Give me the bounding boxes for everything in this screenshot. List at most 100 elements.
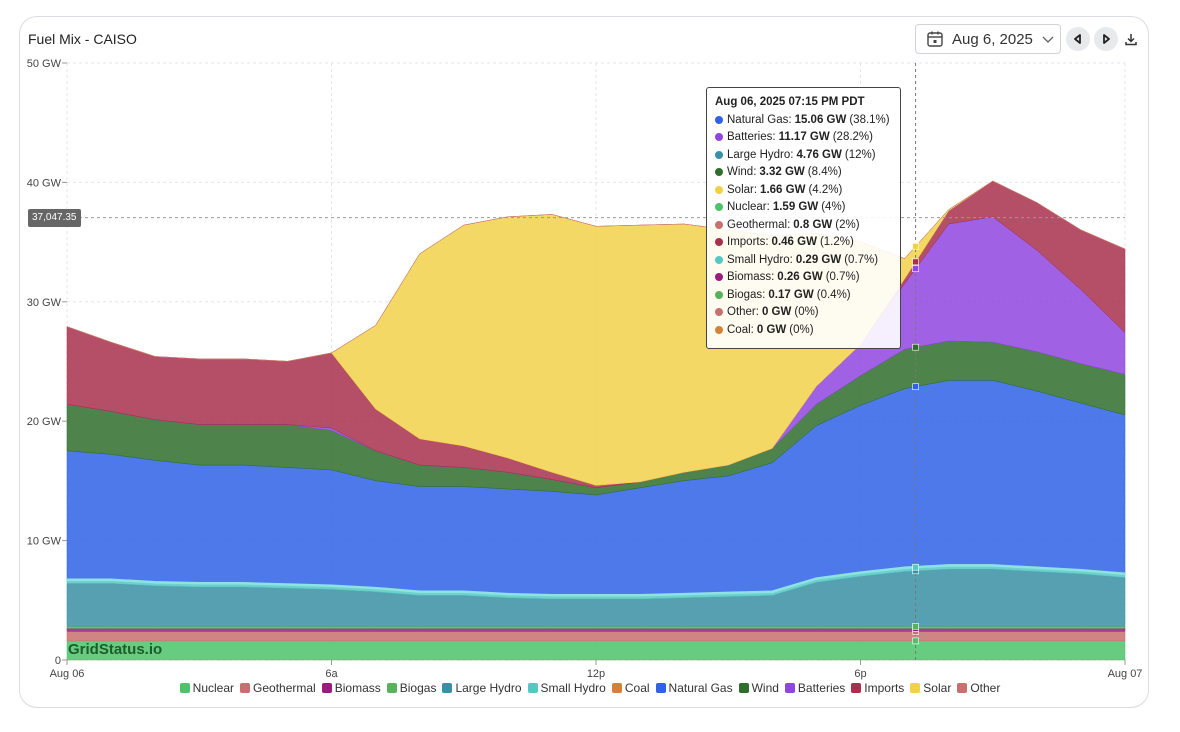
series-dot-icon bbox=[715, 255, 723, 264]
previous-day-button[interactable] bbox=[1066, 27, 1090, 51]
legend-swatch bbox=[611, 683, 622, 693]
small-hydro-line bbox=[67, 564, 1126, 597]
chart-title: Fuel Mix - CAISO bbox=[28, 31, 137, 47]
y-tick-label: 10 GW bbox=[27, 536, 62, 548]
legend-label: Wind bbox=[751, 681, 779, 695]
legend-item-imports[interactable]: Imports bbox=[851, 681, 904, 695]
tooltip-row: Biogas: 0.17 GW (0.4%) bbox=[715, 286, 892, 304]
tooltip-row: Coal: 0 GW (0%) bbox=[715, 321, 892, 339]
series-dot-icon bbox=[715, 238, 723, 247]
tooltip-series-pct: (4%) bbox=[821, 201, 846, 214]
legend-item-geothermal[interactable]: Geothermal bbox=[240, 681, 316, 695]
tooltip-row: Solar: 1.66 GW (4.2%) bbox=[715, 181, 892, 199]
chevron-down-icon bbox=[1042, 36, 1054, 43]
tooltip-series-value: 0.8 GW bbox=[793, 218, 833, 231]
date-picker[interactable]: Aug 6, 2025 bbox=[915, 24, 1061, 54]
tooltip-series-name: Large Hydro: bbox=[727, 148, 794, 161]
legend-label: Geothermal bbox=[253, 681, 316, 695]
legend-item-biogas[interactable]: Biogas bbox=[386, 681, 436, 695]
legend-item-small-hydro[interactable]: Small Hydro bbox=[527, 681, 606, 695]
hover-tooltip: Aug 06, 2025 07:15 PM PDT Natural Gas: 15… bbox=[706, 87, 901, 349]
chevron-right-icon bbox=[1103, 34, 1110, 44]
tooltip-series-pct: (0.4%) bbox=[816, 288, 851, 301]
area-nuclear[interactable] bbox=[66, 640, 1126, 661]
hover-marker bbox=[912, 637, 919, 645]
legend-item-coal[interactable]: Coal bbox=[611, 681, 650, 695]
download-icon bbox=[1125, 34, 1137, 46]
tooltip-series-name: Natural Gas: bbox=[727, 113, 792, 126]
legend-label: Other bbox=[970, 681, 1001, 695]
tooltip-row: Imports: 0.46 GW (1.2%) bbox=[715, 234, 892, 252]
series-dot-icon bbox=[715, 325, 723, 334]
tooltip-title: Aug 06, 2025 07:15 PM PDT bbox=[715, 96, 865, 108]
tooltip-series-value: 0.29 GW bbox=[795, 253, 842, 266]
x-tick-label: 12p bbox=[587, 668, 605, 680]
legend-swatch bbox=[321, 683, 332, 693]
tooltip-series-pct: (38.1%) bbox=[849, 113, 890, 126]
legend-item-wind[interactable]: Wind bbox=[738, 681, 779, 695]
brand-watermark: GridStatus.io bbox=[68, 641, 163, 658]
legend-item-batteries[interactable]: Batteries bbox=[784, 681, 846, 695]
tooltip-row: Wind: 3.32 GW (8.4%) bbox=[715, 164, 892, 182]
legend-swatch bbox=[179, 683, 190, 693]
hover-marker bbox=[912, 258, 919, 266]
tooltip-row: Batteries: 11.17 GW (28.2%) bbox=[715, 129, 892, 147]
tooltip-series-value: 0 GW bbox=[761, 306, 792, 319]
legend-label: Small Hydro bbox=[540, 681, 606, 695]
series-dot-icon bbox=[715, 290, 723, 299]
legend-swatch bbox=[957, 683, 968, 693]
area-geothermal[interactable] bbox=[66, 631, 1126, 642]
area-biomass[interactable] bbox=[66, 628, 1126, 632]
series-dot-icon bbox=[715, 273, 723, 282]
tooltip-series-pct: (0.7%) bbox=[825, 271, 860, 284]
hover-marker bbox=[912, 243, 919, 250]
tooltip-row: Biomass: 0.26 GW (0.7%) bbox=[715, 269, 892, 287]
legend-item-biomass[interactable]: Biomass bbox=[321, 681, 381, 695]
hover-marker bbox=[912, 265, 919, 273]
x-tick-label: 6a bbox=[325, 668, 338, 680]
legend-label: Batteries bbox=[797, 681, 846, 695]
tooltip-series-pct: (4.2%) bbox=[808, 183, 843, 196]
tooltip-series-name: Geothermal: bbox=[727, 218, 791, 231]
hover-marker bbox=[912, 623, 919, 630]
tooltip-series-name: Other: bbox=[727, 306, 759, 319]
tooltip-series-value: 15.06 GW bbox=[794, 113, 847, 126]
legend-swatch bbox=[910, 683, 921, 693]
legend-item-natural-gas[interactable]: Natural Gas bbox=[655, 681, 733, 695]
series-dot-icon bbox=[715, 150, 723, 159]
legend-item-large-hydro[interactable]: Large Hydro bbox=[442, 681, 522, 695]
tooltip-series-value: 4.76 GW bbox=[796, 148, 842, 161]
next-day-button[interactable] bbox=[1094, 27, 1118, 51]
download-button[interactable] bbox=[1121, 29, 1141, 49]
series-dot-icon bbox=[715, 220, 723, 229]
legend-label: Natural Gas bbox=[668, 681, 733, 695]
y-tick-label: 20 GW bbox=[27, 416, 62, 428]
series-dot-icon bbox=[715, 203, 723, 212]
tooltip-series-pct: (0%) bbox=[794, 306, 819, 319]
series-dot-icon bbox=[715, 308, 723, 317]
legend-item-other[interactable]: Other bbox=[957, 681, 1000, 695]
y-tick-label: 0 bbox=[55, 655, 61, 667]
tooltip-series-pct: (0%) bbox=[789, 323, 814, 336]
hover-marker bbox=[912, 563, 919, 571]
area-biogas[interactable] bbox=[66, 626, 1126, 629]
tooltip-row: Nuclear: 1.59 GW (4%) bbox=[715, 199, 892, 217]
series-dot-icon bbox=[715, 185, 723, 194]
area-other[interactable] bbox=[66, 180, 1126, 362]
tooltip-series-pct: (8.4%) bbox=[807, 166, 842, 179]
tooltip-series-name: Biomass: bbox=[727, 271, 775, 284]
tooltip-series-value: 1.66 GW bbox=[760, 183, 806, 196]
y-tick-label: 40 GW bbox=[27, 177, 62, 189]
x-tick-label: Aug 07 bbox=[1108, 668, 1143, 680]
tooltip-series-pct: (12%) bbox=[844, 148, 876, 161]
tooltip-series-name: Solar: bbox=[727, 183, 758, 196]
date-label: Aug 6, 2025 bbox=[952, 30, 1033, 48]
legend-item-solar[interactable]: Solar bbox=[910, 681, 951, 695]
legend-label: Large Hydro bbox=[455, 681, 522, 695]
legend-swatch bbox=[442, 683, 453, 693]
y-tick-label: 30 GW bbox=[27, 297, 62, 309]
legend-item-nuclear[interactable]: Nuclear bbox=[179, 681, 234, 695]
tooltip-series-pct: (0.7%) bbox=[844, 253, 879, 266]
chevron-left-icon bbox=[1074, 34, 1081, 44]
